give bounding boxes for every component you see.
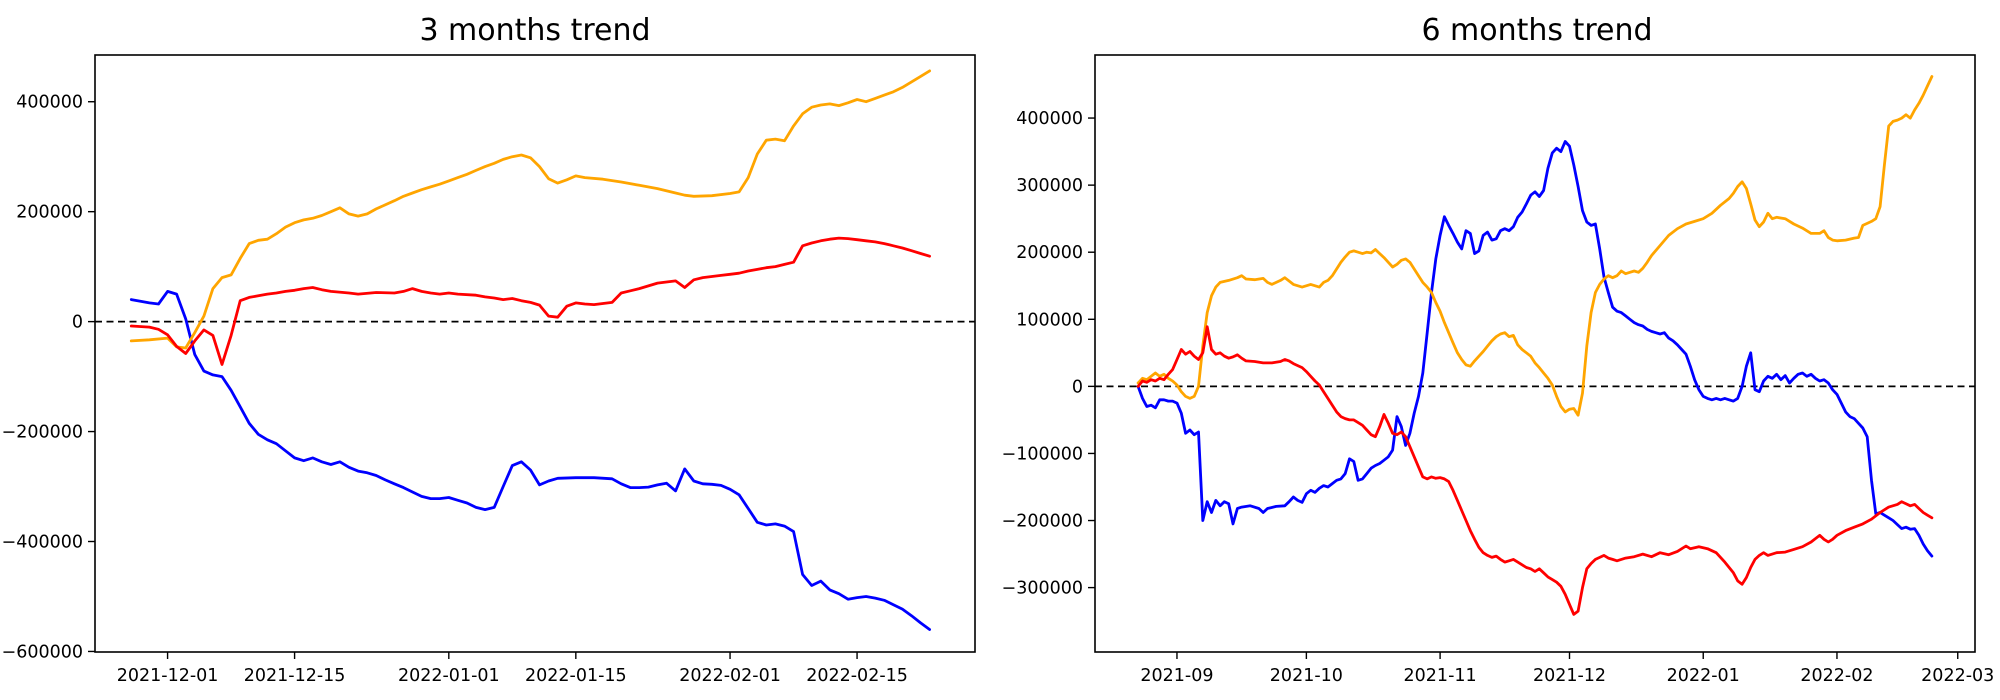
x-tick-label: 2022-02: [1800, 666, 1873, 686]
six-months-trend-panel: 6 months trend 400000 300000 200000 100000 0…: [1000, 0, 2000, 700]
y-tick-label: 0: [72, 313, 83, 333]
red-trend-line: [129, 236, 931, 366]
orange-trend-line: [129, 69, 931, 350]
plot-area: 400000 300000 200000 100000 0 −100000 −200000 −…: [1002, 54, 1994, 686]
blue-trend-line: [129, 290, 931, 631]
plot-area: 400000 200000 0 −200000 −400000 −600000 2021-1…: [2, 54, 976, 686]
y-tick-label: 400000: [16, 93, 83, 113]
y-tick-label: 100000: [1016, 310, 1083, 330]
x-tick-label: 2021-09: [1140, 666, 1213, 686]
six-months-trend-chart: 6 months trend 400000 300000 200000 100000 0…: [1002, 13, 1995, 686]
y-tick-label: 400000: [1016, 109, 1083, 129]
y-tick-label: −300000: [1002, 579, 1083, 599]
axes-box: [1094, 54, 1976, 653]
x-tick-label: 2022-02-15: [806, 666, 908, 686]
y-tick-label: −200000: [1002, 512, 1083, 532]
x-tick-label: 2021-12-01: [117, 666, 219, 686]
y-tick-label: −600000: [2, 642, 83, 662]
x-tick-label: 2022-01: [1667, 666, 1740, 686]
x-tick-label: 2022-03: [1921, 666, 1994, 686]
y-tick-label: −200000: [2, 423, 83, 443]
x-tick-label: 2021-12: [1533, 666, 1606, 686]
chart-title: 3 months trend: [419, 13, 650, 48]
y-tick-label: −100000: [1002, 444, 1083, 464]
blue-trend-line: [1136, 140, 1934, 558]
x-tick-label: 2021-12-15: [244, 666, 346, 686]
y-tick-label: 300000: [1016, 176, 1083, 196]
y-tick-label: 200000: [1016, 243, 1083, 263]
y-tick-label: 200000: [16, 203, 83, 223]
orange-trend-line: [1136, 75, 1934, 417]
axes-box: [94, 54, 976, 653]
x-tick-label: 2022-02-01: [679, 666, 781, 686]
x-tick-label: 2022-01-15: [525, 666, 627, 686]
y-tick-label: 0: [1072, 377, 1083, 397]
x-tick-label: 2022-01-01: [398, 666, 500, 686]
three-months-trend-chart: 3 months trend 400000 200000 0 −200000 −4000…: [2, 13, 976, 686]
x-tick-label: 2021-10: [1270, 666, 1343, 686]
red-trend-line: [1136, 325, 1934, 616]
three-months-trend-panel: 3 months trend 400000 200000 0 −200000 −4000…: [2, 13, 976, 686]
x-tick-label: 2021-11: [1404, 666, 1477, 686]
chart-title: 6 months trend: [1421, 13, 1652, 48]
y-tick-label: −400000: [2, 533, 83, 553]
